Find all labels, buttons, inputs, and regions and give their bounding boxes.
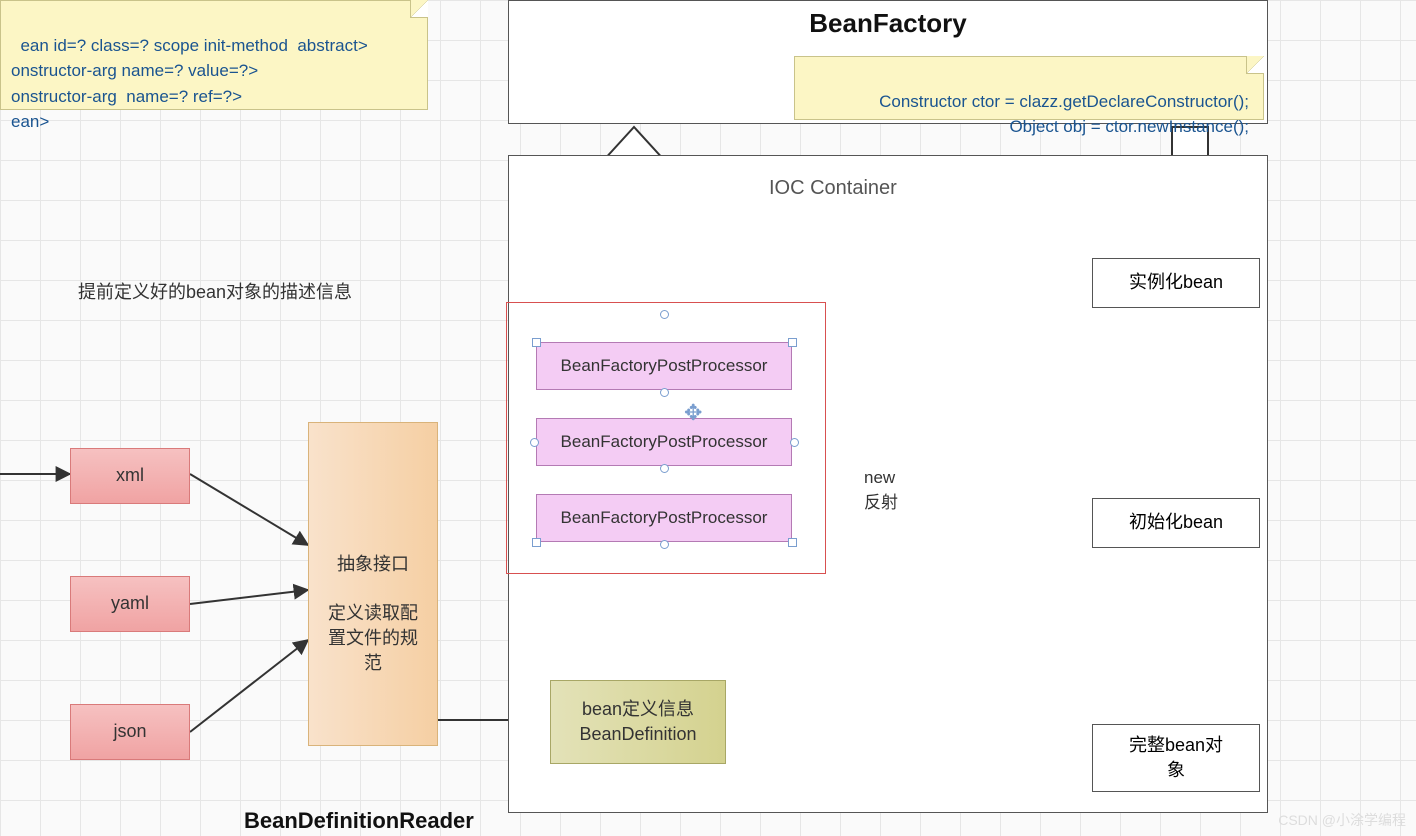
reader-box: 抽象接口 定义读取配 置文件的规 范	[308, 422, 438, 746]
bean-definition-reader-title: BeanDefinitionReader	[244, 808, 474, 834]
move-cursor-icon: ✥	[684, 400, 702, 426]
sel-handle[interactable]	[660, 540, 669, 549]
instantiate-box: 实例化bean	[1092, 258, 1260, 308]
watermark: CSDN @小涂学编程	[1278, 810, 1406, 830]
yaml-box: yaml	[70, 576, 190, 632]
factory-code-text: Constructor ctor = clazz.getDeclareConst…	[879, 92, 1249, 137]
bean-factory-box: BeanFactory Constructor ctor = clazz.get…	[508, 0, 1268, 124]
bfpp-box-3[interactable]: BeanFactoryPostProcessor	[536, 494, 792, 542]
bfpp-box-2[interactable]: BeanFactoryPostProcessor	[536, 418, 792, 466]
bfpp-label-2: BeanFactoryPostProcessor	[561, 430, 768, 454]
xml-config-note: ean id=? class=? scope init-method abstr…	[0, 0, 428, 110]
sel-handle[interactable]	[532, 338, 541, 347]
sel-handle[interactable]	[660, 310, 669, 319]
instantiate-label: 实例化bean	[1129, 270, 1223, 295]
bean-definition-label: bean定义信息 BeanDefinition	[579, 697, 696, 747]
ioc-container-label: IOC Container	[769, 174, 897, 202]
predefine-desc: 提前定义好的bean对象的描述信息	[78, 278, 352, 304]
bean-factory-title: BeanFactory	[809, 5, 967, 41]
reader-desc: 定义读取配 置文件的规 范	[328, 601, 418, 677]
init-label: 初始化bean	[1129, 510, 1223, 535]
init-box: 初始化bean	[1092, 498, 1260, 548]
new-reflect-label: new 反射	[864, 468, 898, 513]
factory-code-note: Constructor ctor = clazz.getDeclareConst…	[794, 56, 1264, 120]
sel-handle[interactable]	[660, 464, 669, 473]
json-label: json	[113, 719, 146, 744]
sel-handle[interactable]	[788, 338, 797, 347]
bfpp-label-3: BeanFactoryPostProcessor	[561, 506, 768, 530]
xml-box: xml	[70, 448, 190, 504]
complete-box: 完整bean对 象	[1092, 724, 1260, 792]
json-box: json	[70, 704, 190, 760]
yaml-label: yaml	[111, 591, 149, 616]
complete-label: 完整bean对 象	[1129, 733, 1223, 783]
sel-handle[interactable]	[530, 438, 539, 447]
sel-handle[interactable]	[788, 538, 797, 547]
sel-handle[interactable]	[532, 538, 541, 547]
bfpp-label-1: BeanFactoryPostProcessor	[561, 354, 768, 378]
bean-definition-box: bean定义信息 BeanDefinition	[550, 680, 726, 764]
xml-label: xml	[116, 463, 144, 488]
reader-title: 抽象接口	[337, 552, 409, 577]
sel-handle[interactable]	[660, 388, 669, 397]
sel-handle[interactable]	[790, 438, 799, 447]
bfpp-box-1[interactable]: BeanFactoryPostProcessor	[536, 342, 792, 390]
